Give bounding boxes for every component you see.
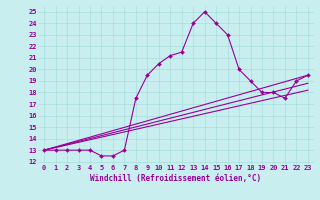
X-axis label: Windchill (Refroidissement éolien,°C): Windchill (Refroidissement éolien,°C) xyxy=(91,174,261,183)
